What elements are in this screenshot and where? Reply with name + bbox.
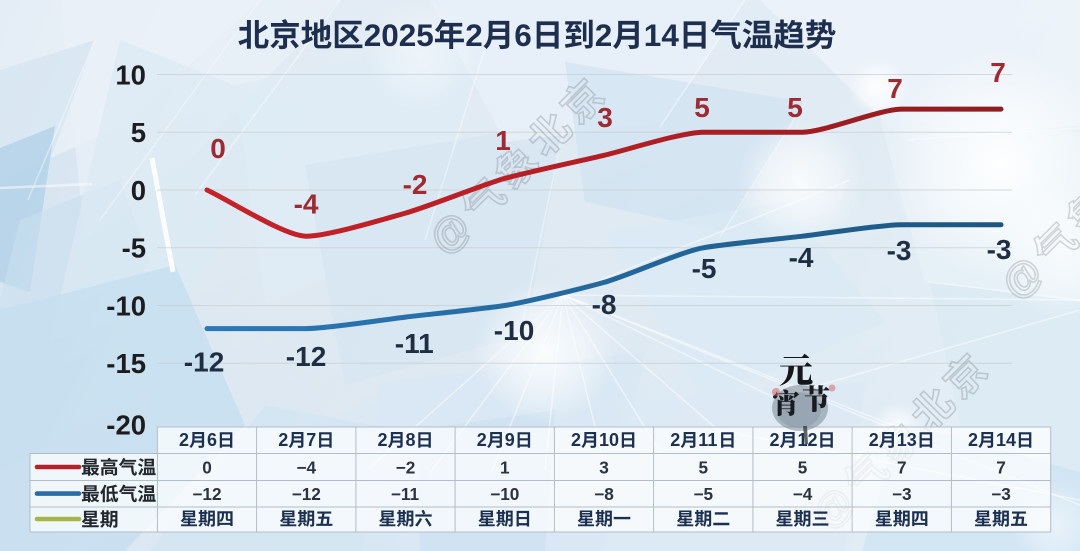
svg-text:-11: -11 <box>395 328 434 359</box>
svg-text:-3: -3 <box>987 234 1012 265</box>
svg-text:-2: -2 <box>403 169 428 200</box>
svg-text:2: 2 <box>670 430 680 450</box>
svg-text:0: 0 <box>131 175 146 206</box>
svg-text:2: 2 <box>869 430 879 450</box>
svg-text:−12: −12 <box>292 484 321 504</box>
svg-text:3: 3 <box>599 457 609 477</box>
svg-text:-8: -8 <box>592 289 617 320</box>
svg-text:11: 11 <box>698 430 717 450</box>
svg-text:2: 2 <box>571 430 581 450</box>
svg-text:10: 10 <box>115 59 146 90</box>
svg-text:−10: −10 <box>490 484 519 504</box>
svg-text:1: 1 <box>495 125 511 156</box>
svg-text:14: 14 <box>644 17 680 53</box>
svg-text:−3: −3 <box>892 484 912 504</box>
svg-text:1: 1 <box>500 457 510 477</box>
svg-text:2: 2 <box>477 430 487 450</box>
svg-text:-12: -12 <box>286 341 326 372</box>
svg-text:2: 2 <box>179 430 189 450</box>
svg-text:2025: 2025 <box>364 17 434 53</box>
svg-text:-5: -5 <box>122 233 146 264</box>
svg-text:5: 5 <box>694 92 710 123</box>
svg-text:−8: −8 <box>594 484 614 504</box>
svg-text:2: 2 <box>278 430 288 450</box>
svg-text:7: 7 <box>887 73 903 104</box>
svg-text:-10: -10 <box>494 315 534 346</box>
svg-text:2: 2 <box>968 430 978 450</box>
svg-text:2: 2 <box>770 430 780 450</box>
svg-text:-10: -10 <box>106 290 146 321</box>
svg-text:2: 2 <box>378 430 388 450</box>
svg-text:-4: -4 <box>789 242 814 273</box>
svg-text:7: 7 <box>990 57 1006 88</box>
svg-text:5: 5 <box>798 457 808 477</box>
svg-text:-5: -5 <box>692 253 717 284</box>
svg-text:−4: −4 <box>793 484 813 504</box>
svg-text:−5: −5 <box>694 484 714 504</box>
svg-text:0: 0 <box>210 133 226 164</box>
svg-text:−4: −4 <box>297 457 317 477</box>
svg-text:7: 7 <box>306 430 316 450</box>
svg-text:8: 8 <box>406 430 416 450</box>
svg-text:5: 5 <box>131 117 146 148</box>
svg-text:-15: -15 <box>106 348 146 379</box>
svg-text:2: 2 <box>595 17 613 53</box>
svg-text:−3: −3 <box>991 484 1011 504</box>
svg-text:7: 7 <box>996 457 1006 477</box>
svg-text:10: 10 <box>599 430 619 450</box>
svg-text:5: 5 <box>699 457 709 477</box>
svg-text:14: 14 <box>996 430 1016 450</box>
svg-text:6: 6 <box>514 17 532 53</box>
svg-text:6: 6 <box>207 430 217 450</box>
svg-text:-12: -12 <box>184 347 224 378</box>
svg-text:5: 5 <box>787 92 803 123</box>
svg-text:-4: -4 <box>294 189 319 220</box>
svg-text:2: 2 <box>465 17 483 53</box>
svg-text:0: 0 <box>202 457 212 477</box>
svg-text:-3: -3 <box>887 235 912 266</box>
svg-text:9: 9 <box>505 430 515 450</box>
svg-text:3: 3 <box>597 102 613 133</box>
svg-text:−11: −11 <box>391 484 420 504</box>
svg-text:-20: -20 <box>106 409 146 440</box>
svg-text:−12: −12 <box>192 484 221 504</box>
svg-text:−2: −2 <box>396 457 416 477</box>
svg-text:7: 7 <box>897 457 907 477</box>
svg-text:13: 13 <box>897 430 917 450</box>
